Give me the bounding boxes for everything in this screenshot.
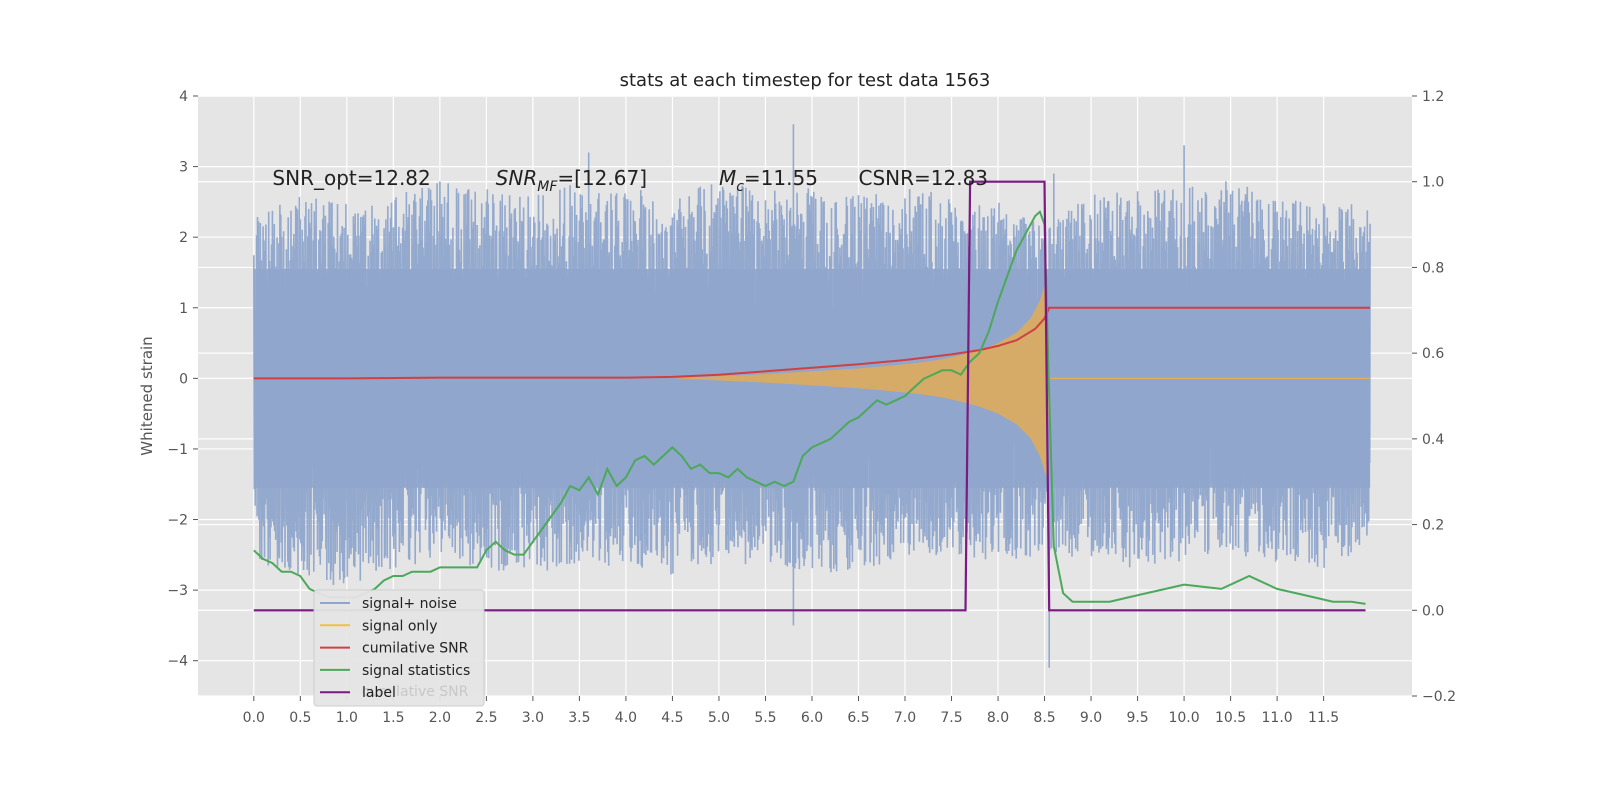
series-layer xyxy=(253,124,1371,668)
annotations: SNR_opt=12.82 SNRMF=[12.67] Mc=11.55 CSNR=1… xyxy=(272,166,988,195)
series-label xyxy=(253,180,1366,612)
x-tick-label: 2.5 xyxy=(475,710,497,726)
x-tick-label: 8.5 xyxy=(1033,710,1055,726)
y-axis-label: Whitened strain xyxy=(138,336,156,455)
legend-label: signal only xyxy=(362,618,437,634)
annotation-main: M xyxy=(719,166,736,190)
series-clip-group xyxy=(253,124,1371,668)
x-tick-label: 5.5 xyxy=(754,710,776,726)
annotation-rest: =11.55 xyxy=(744,166,818,190)
y-tick-label: 0 xyxy=(179,371,188,387)
x-tick-label: 7.5 xyxy=(940,710,962,726)
y2-tick-label: −0.2 xyxy=(1422,689,1456,705)
x-tick-label: 6.0 xyxy=(801,710,823,726)
annotation: SNRMF=[12.67] xyxy=(496,166,647,195)
chart-title: stats at each timestep for test data 156… xyxy=(620,70,991,91)
x-tick-label: 1.0 xyxy=(336,710,358,726)
annotation-subscript: MF xyxy=(537,179,558,195)
legend-ghost-text: cumilative SNR xyxy=(362,684,469,700)
x-tick-label: 2.0 xyxy=(429,710,451,726)
series-signal-statistics xyxy=(253,209,1366,605)
x-tick-label: 9.0 xyxy=(1080,710,1102,726)
annotation: CSNR=12.83 xyxy=(858,166,988,190)
x-tick-label: 9.5 xyxy=(1126,710,1148,726)
x-tick-label: 11.0 xyxy=(1262,710,1293,726)
legend-label: cumilative SNR xyxy=(362,641,469,657)
annotation-rest: =[12.67] xyxy=(557,166,647,190)
annotation-subscript: c xyxy=(736,179,744,195)
x-tick-label: 7.0 xyxy=(894,710,916,726)
x-tick-label: 6.5 xyxy=(847,710,869,726)
y-tick-label: 3 xyxy=(179,160,188,176)
series-signal-only-envelope xyxy=(672,279,1051,478)
annotation-main: SNR xyxy=(496,166,538,190)
series-cumilative-snr xyxy=(253,306,1371,380)
y-tick-label: 4 xyxy=(179,89,188,105)
legend: cumilative SNR signal+ noise signal only cu… xyxy=(313,589,485,707)
annotation: SNR_opt=12.82 xyxy=(272,166,430,190)
legend-label: signal+ noise xyxy=(362,596,457,612)
x-tick-label: 11.5 xyxy=(1308,710,1339,726)
x-tick-label: 0.5 xyxy=(289,710,311,726)
x-tick-label: 3.0 xyxy=(522,710,544,726)
y-tick-label: 2 xyxy=(179,230,188,246)
y-tick-label: −4 xyxy=(167,654,188,670)
x-tick-label: 10.0 xyxy=(1168,710,1199,726)
x-tick-label: 8.0 xyxy=(987,710,1009,726)
legend-label: signal statistics xyxy=(362,663,470,679)
x-tick-label: 4.0 xyxy=(615,710,637,726)
y-tick-label: −1 xyxy=(167,442,188,458)
y-tick-label: −3 xyxy=(167,583,188,599)
legend-box xyxy=(313,589,485,707)
x-tick-label: 5.0 xyxy=(708,710,730,726)
annotation: Mc=11.55 xyxy=(719,166,818,195)
x-tick-label: 1.5 xyxy=(382,710,404,726)
y2-tick-label: 0.6 xyxy=(1422,346,1444,362)
y2-tick-label: 0.0 xyxy=(1422,603,1444,619)
y2-tick-label: 0.2 xyxy=(1422,518,1444,534)
y-tick-label: −2 xyxy=(167,513,188,529)
legend-label: label xyxy=(362,685,396,701)
x-tick-label: 0.0 xyxy=(243,710,265,726)
axes: 0.0 0.5 1.0 1.5 2.0 2.5 3.0 3.5 4.0 4.5 5.0 5.5 6.0 6… xyxy=(167,89,1456,726)
y2-tick-label: 0.8 xyxy=(1422,260,1444,276)
y-tick-label: 1 xyxy=(179,301,188,317)
x-tick-label: 10.5 xyxy=(1215,710,1246,726)
y2-tick-label: 0.4 xyxy=(1422,432,1444,448)
x-tick-label: 3.5 xyxy=(568,710,590,726)
y2-tick-label: 1.2 xyxy=(1422,89,1444,105)
x-tick-label: 4.5 xyxy=(661,710,683,726)
y2-tick-label: 1.0 xyxy=(1422,175,1444,191)
